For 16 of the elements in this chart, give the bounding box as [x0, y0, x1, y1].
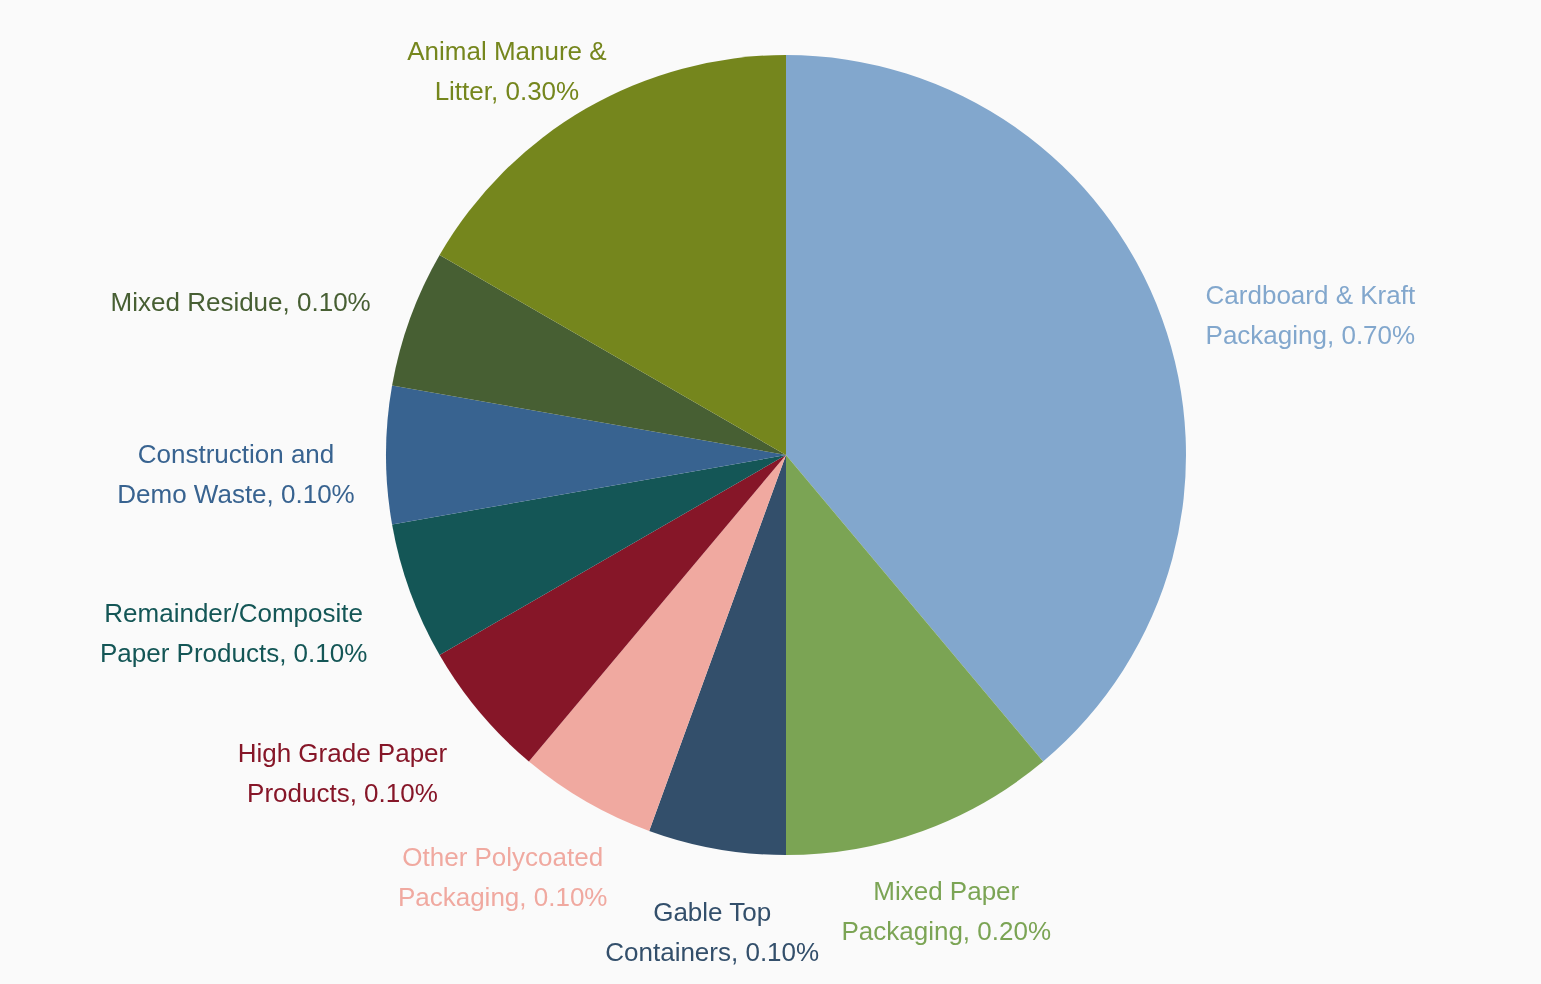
pie-slice: [392, 255, 786, 455]
slice-label: Animal Manure & Litter, 0.30%: [407, 36, 607, 107]
slice-label: Other Polycoated Packaging, 0.10%: [397, 841, 608, 912]
slice-label: Cardboard & Kraft Packaging, 0.70%: [1205, 279, 1416, 350]
slice-label: Mixed Residue, 0.10%: [110, 286, 371, 317]
slice-label: Mixed Paper Packaging, 0.20%: [841, 875, 1052, 946]
pie-slice: [786, 455, 1044, 855]
slice-label: Construction and Demo Waste, 0.10%: [117, 439, 355, 509]
pie-slice: [386, 385, 786, 525]
pie-slice: [528, 455, 786, 831]
pie-slice: [786, 55, 1186, 762]
pie-slice: [392, 455, 786, 655]
slice-label: Gable Top Containers, 0.10%: [605, 896, 820, 967]
pie-slice: [649, 455, 786, 855]
slice-label: High Grade Paper Products, 0.10%: [237, 737, 448, 808]
slice-label: Remainder/Composite Paper Products, 0.10%: [99, 598, 368, 669]
